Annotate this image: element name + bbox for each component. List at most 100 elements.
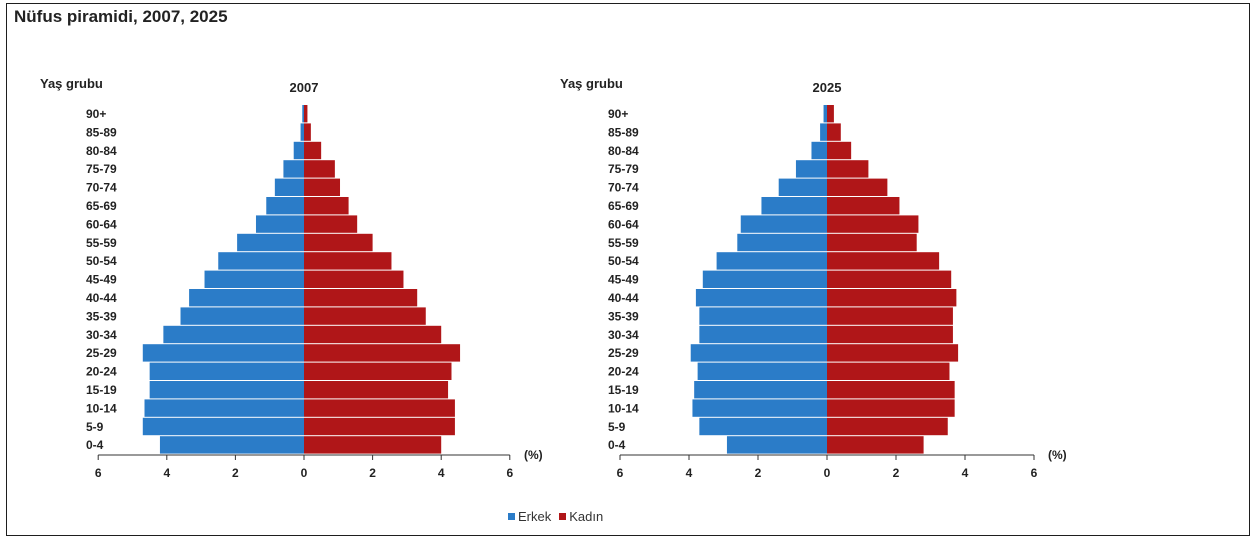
age-group-label: 15-19 bbox=[86, 383, 117, 397]
bar-female bbox=[827, 362, 950, 380]
x-tick-label: 4 bbox=[686, 466, 693, 480]
age-group-label: 60-64 bbox=[608, 217, 639, 231]
age-group-label: 25-29 bbox=[608, 346, 639, 360]
x-axis-unit-label: (%) bbox=[1048, 448, 1067, 462]
age-group-label: 10-14 bbox=[86, 401, 117, 415]
bar-female bbox=[304, 215, 358, 233]
bar-male bbox=[142, 344, 304, 362]
bar-male bbox=[274, 178, 304, 196]
panel-title: 2007 bbox=[290, 80, 319, 95]
age-group-label: 35-39 bbox=[86, 309, 117, 323]
bar-male bbox=[300, 123, 304, 141]
legend-item-female: Kadın bbox=[559, 509, 603, 524]
bar-male bbox=[823, 105, 827, 123]
age-group-label: 30-34 bbox=[608, 328, 639, 342]
bar-female bbox=[304, 381, 449, 399]
bar-female bbox=[827, 399, 955, 417]
age-group-label: 75-79 bbox=[608, 162, 639, 176]
bar-male bbox=[778, 178, 827, 196]
bar-male bbox=[692, 399, 827, 417]
legend-label-male: Erkek bbox=[518, 509, 552, 524]
age-group-label: 0-4 bbox=[608, 438, 626, 452]
age-group-label: 50-54 bbox=[86, 254, 117, 268]
bar-female bbox=[304, 325, 442, 344]
chart-frame bbox=[6, 3, 1250, 536]
age-group-label: 70-74 bbox=[608, 181, 639, 195]
age-group-label: 80-84 bbox=[608, 144, 639, 158]
bar-female bbox=[304, 417, 455, 436]
x-tick-label: 2 bbox=[232, 466, 239, 480]
age-group-label: 15-19 bbox=[608, 383, 639, 397]
bar-male bbox=[716, 252, 827, 270]
bar-female bbox=[827, 270, 952, 288]
age-group-label: 65-69 bbox=[608, 199, 639, 213]
bar-male bbox=[159, 436, 304, 454]
age-group-label: 40-44 bbox=[608, 291, 639, 305]
bar-male bbox=[694, 381, 827, 399]
bar-female bbox=[827, 233, 917, 252]
bar-female bbox=[304, 141, 322, 160]
bar-female bbox=[304, 123, 311, 141]
age-group-label: 45-49 bbox=[86, 273, 117, 287]
bar-female bbox=[304, 270, 404, 288]
bar-male bbox=[266, 197, 304, 215]
age-group-label: 40-44 bbox=[86, 291, 117, 305]
bar-female bbox=[827, 381, 955, 399]
bar-male bbox=[699, 307, 827, 325]
x-tick-label: 2 bbox=[755, 466, 762, 480]
x-tick-label: 2 bbox=[369, 466, 376, 480]
x-tick-label: 6 bbox=[506, 466, 513, 480]
bar-male bbox=[690, 344, 827, 362]
x-tick-label: 4 bbox=[438, 466, 445, 480]
bar-female bbox=[304, 178, 341, 196]
age-group-label: 90+ bbox=[608, 107, 628, 121]
bar-female bbox=[827, 105, 834, 123]
age-group-label: 0-4 bbox=[86, 438, 104, 452]
age-group-label: 5-9 bbox=[86, 420, 104, 434]
bar-female bbox=[304, 289, 418, 307]
bar-male bbox=[149, 381, 304, 399]
legend-swatch-female bbox=[559, 513, 567, 520]
age-group-label: 10-14 bbox=[608, 401, 639, 415]
y-axis-title: Yaş grubu bbox=[560, 76, 623, 91]
bar-female bbox=[304, 197, 349, 215]
age-group-label: 65-69 bbox=[86, 199, 117, 213]
bar-male bbox=[189, 289, 304, 307]
x-tick-label: 0 bbox=[301, 466, 308, 480]
x-tick-label: 4 bbox=[163, 466, 170, 480]
bar-male bbox=[697, 362, 827, 380]
bar-female bbox=[827, 160, 869, 178]
x-axis-unit-label: (%) bbox=[524, 448, 543, 462]
bar-male bbox=[811, 141, 827, 160]
bar-female bbox=[827, 123, 841, 141]
bar-female bbox=[304, 252, 392, 270]
chart-title: Nüfus piramidi, 2007, 2025 bbox=[14, 7, 228, 26]
age-group-label: 55-59 bbox=[86, 236, 117, 250]
bar-male bbox=[699, 325, 827, 344]
bar-male bbox=[737, 233, 827, 252]
bar-female bbox=[304, 344, 461, 362]
bar-female bbox=[827, 197, 900, 215]
bar-female bbox=[304, 362, 452, 380]
legend-swatch-male bbox=[508, 513, 515, 520]
y-axis-title: Yaş grubu bbox=[40, 76, 103, 91]
age-group-label: 50-54 bbox=[608, 254, 639, 268]
x-tick-label: 0 bbox=[824, 466, 831, 480]
x-tick-label: 6 bbox=[95, 466, 102, 480]
age-group-label: 90+ bbox=[86, 107, 106, 121]
bar-male bbox=[218, 252, 304, 270]
bar-female bbox=[304, 160, 335, 178]
bar-female bbox=[827, 252, 940, 270]
age-group-label: 85-89 bbox=[86, 125, 117, 139]
legend-label-female: Kadın bbox=[569, 509, 604, 524]
bar-female bbox=[304, 399, 455, 417]
bar-female bbox=[827, 178, 888, 196]
bar-male bbox=[702, 270, 827, 288]
bar-male bbox=[142, 417, 304, 436]
legend-item-male: Erkek bbox=[508, 509, 551, 524]
age-group-label: 35-39 bbox=[608, 309, 639, 323]
age-group-label: 60-64 bbox=[86, 217, 117, 231]
panel-title: 2025 bbox=[813, 80, 842, 95]
age-group-label: 30-34 bbox=[86, 328, 117, 342]
age-group-label: 5-9 bbox=[608, 420, 626, 434]
